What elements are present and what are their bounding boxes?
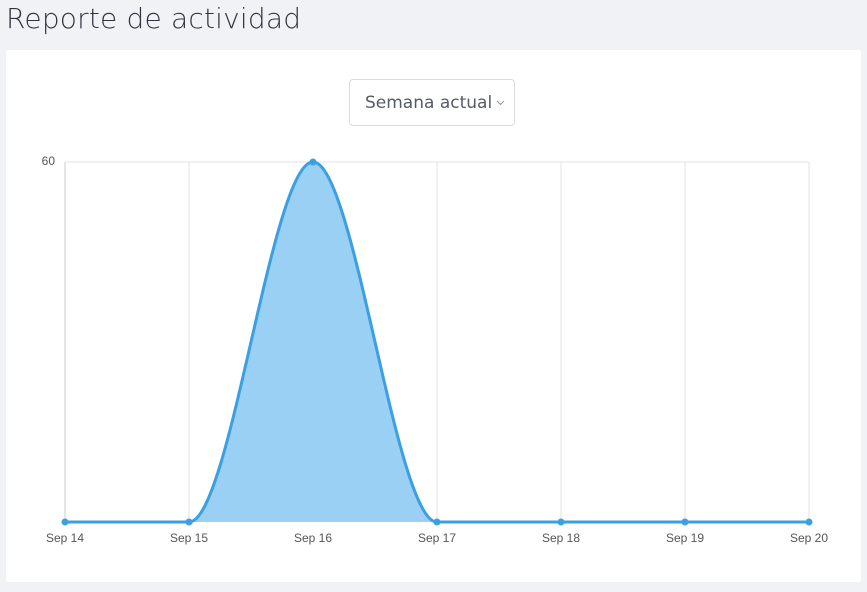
point: [61, 518, 69, 526]
x-tick-label: Sep 16: [294, 531, 332, 545]
point: [309, 158, 317, 166]
point: [805, 518, 813, 526]
x-tick-label: Sep 15: [170, 531, 208, 545]
point: [681, 518, 689, 526]
point: [557, 518, 565, 526]
card: Semana actual: [6, 50, 861, 582]
line: [65, 160, 809, 524]
x-tick-label: Sep 20: [790, 531, 828, 545]
point: [185, 518, 193, 526]
y-tick-label: 60: [42, 154, 56, 168]
chevron: [496, 100, 505, 105]
point: [433, 518, 441, 526]
dropdown-label: Semana actual: [365, 92, 493, 113]
x-tick-label: Sep 14: [46, 531, 84, 545]
period-dropdown[interactable]: Semana actual: [349, 79, 515, 126]
area-fill: [65, 162, 809, 522]
x-tick-label: Sep 18: [542, 531, 580, 545]
x-tick-label: Sep 19: [666, 531, 704, 545]
page-title: Reporte de actividad: [6, 2, 302, 35]
x-tick-label: Sep 17: [418, 531, 456, 545]
